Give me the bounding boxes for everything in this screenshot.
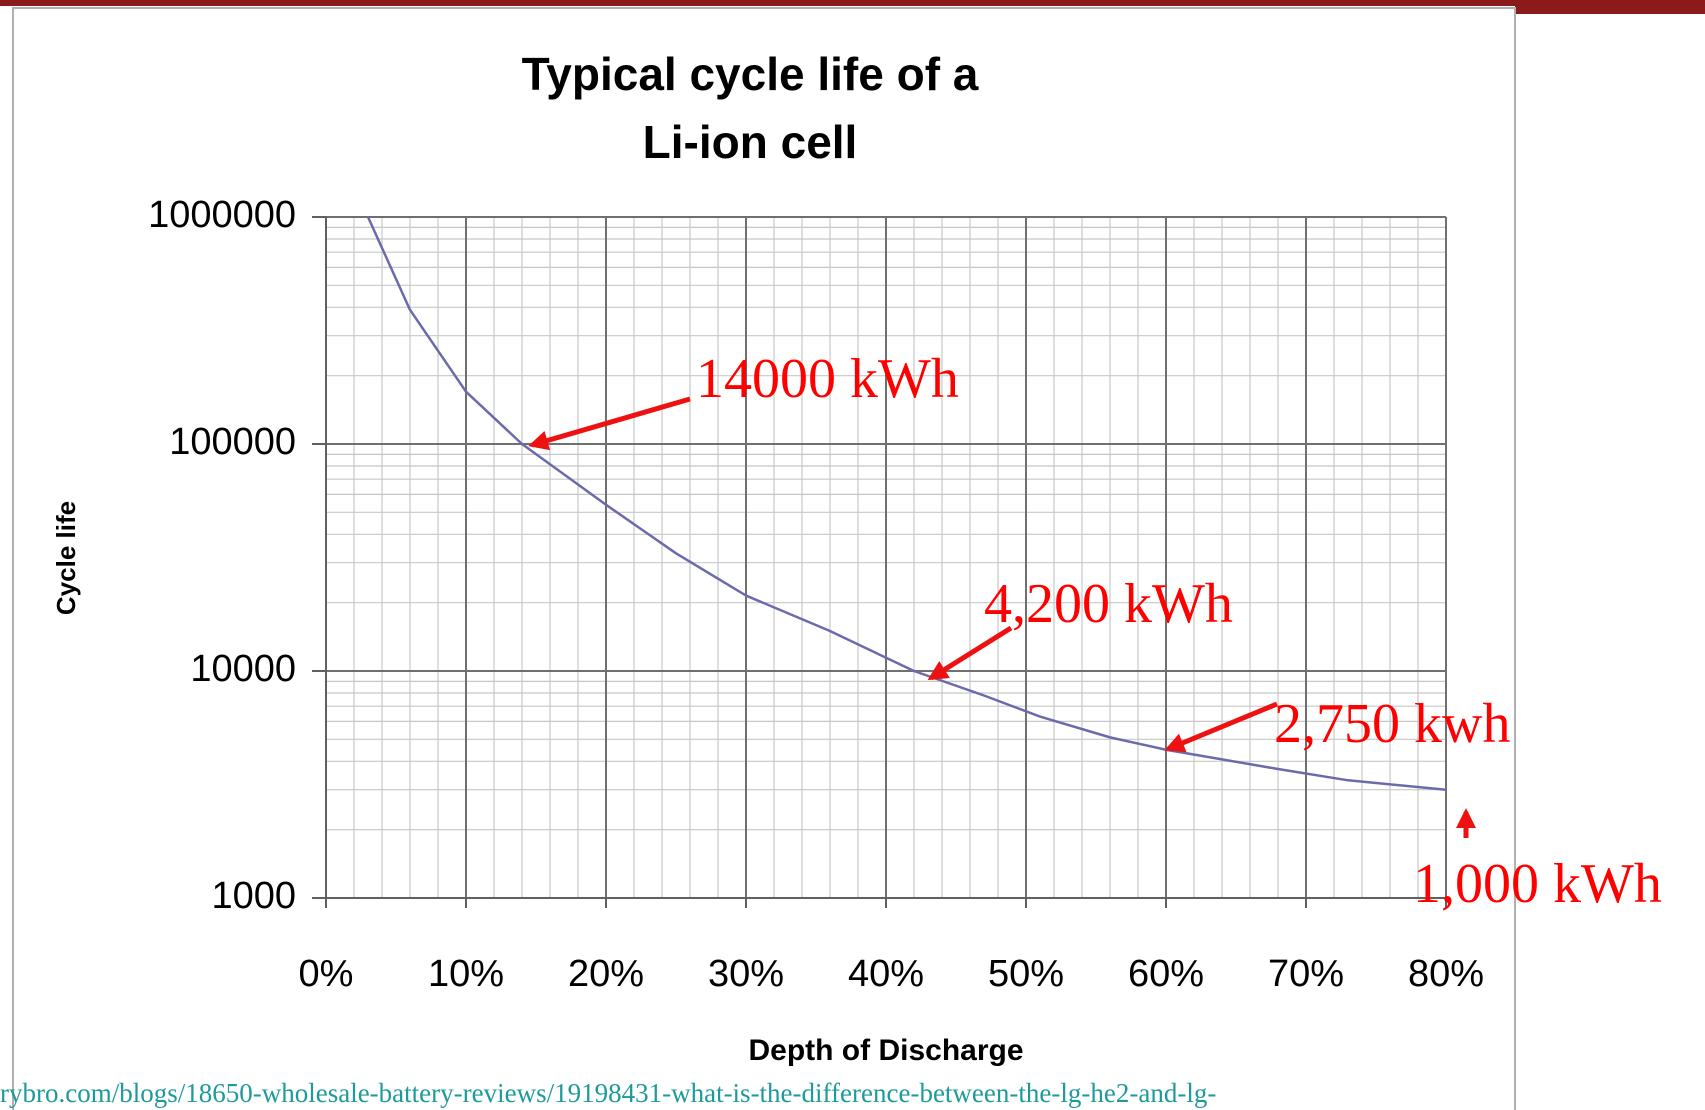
y-tick-label: 100000 <box>169 421 296 463</box>
x-tick-label: 0% <box>299 953 354 995</box>
annotation: 2,750 kwh <box>1274 693 1510 755</box>
y-axis-label: Cycle life <box>51 501 81 615</box>
annotation: 4,200 kWh <box>984 573 1233 635</box>
x-tick-label: 10% <box>428 953 504 995</box>
data-line <box>366 216 1447 791</box>
y-tick-label: 10000 <box>190 648 296 690</box>
top-bar-right <box>1515 0 1705 14</box>
annotation-arrow <box>528 396 691 451</box>
chart-frame <box>12 7 1516 1110</box>
y-tick-label: 1000 <box>211 875 296 917</box>
chart-title: Typical cycle life of a <box>522 48 979 100</box>
x-tick-label: 60% <box>1128 953 1204 995</box>
x-tick-label: 40% <box>848 953 924 995</box>
annotation-arrow <box>927 625 1013 681</box>
x-tick-label: 30% <box>708 953 784 995</box>
grid <box>325 216 1447 899</box>
source-link[interactable]: rybro.com/blogs/18650-wholesale-battery-… <box>0 1078 1216 1108</box>
x-tick-label: 50% <box>988 953 1064 995</box>
x-tick-label: 70% <box>1268 953 1344 995</box>
x-axis-label: Depth of Discharge <box>748 1034 1023 1067</box>
x-tick-label: 80% <box>1408 953 1484 995</box>
y-tick-label: 1000000 <box>148 194 296 236</box>
top-bar <box>0 0 1705 6</box>
annotation-arrow <box>1164 701 1278 753</box>
annotation: 1,000 kWh <box>1413 853 1662 915</box>
annotation: 14000 kWh <box>696 348 959 410</box>
x-tick-label: 20% <box>568 953 644 995</box>
chart-title: Li-ion cell <box>643 116 858 168</box>
